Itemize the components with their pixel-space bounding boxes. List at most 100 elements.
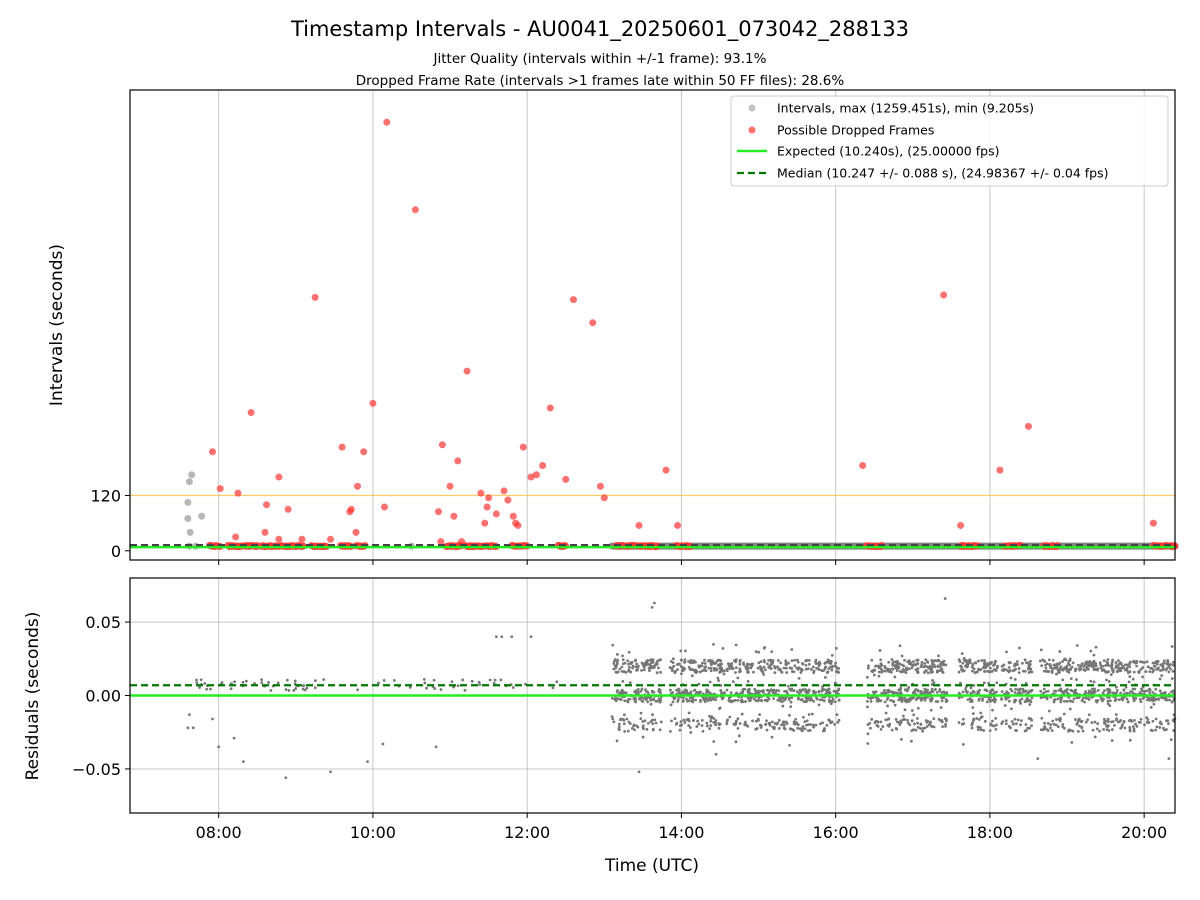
residual-point bbox=[926, 665, 930, 669]
residual-point bbox=[879, 720, 883, 724]
residual-point bbox=[964, 664, 967, 668]
residual-point bbox=[1036, 757, 1040, 761]
residual-point bbox=[1102, 659, 1106, 663]
dropped-frame-point bbox=[438, 441, 446, 449]
residual-point bbox=[763, 698, 767, 702]
residual-point bbox=[810, 667, 813, 671]
residual-point bbox=[827, 687, 831, 691]
residual-point bbox=[618, 667, 622, 671]
residual-point bbox=[1126, 700, 1130, 704]
residual-point bbox=[1002, 667, 1006, 671]
residual-point bbox=[919, 689, 923, 693]
residual-point bbox=[366, 760, 369, 763]
residual-point bbox=[960, 668, 963, 671]
residual-point bbox=[709, 661, 713, 665]
residual-point bbox=[1146, 665, 1150, 669]
residual-point bbox=[729, 691, 733, 695]
residual-point bbox=[780, 700, 784, 704]
residual-point bbox=[1163, 691, 1167, 694]
residual-point bbox=[937, 659, 941, 663]
residual-point bbox=[867, 664, 870, 668]
residual-point bbox=[717, 679, 720, 682]
residual-point bbox=[1151, 690, 1155, 694]
residual-point bbox=[872, 673, 876, 677]
residual-point bbox=[685, 697, 688, 701]
residual-point bbox=[983, 670, 986, 673]
interval-point bbox=[198, 512, 206, 520]
residual-point bbox=[668, 688, 672, 692]
residual-point bbox=[821, 687, 824, 691]
residual-point bbox=[1158, 726, 1162, 729]
residual-point bbox=[879, 658, 883, 662]
residual-point bbox=[626, 700, 630, 704]
residual-point bbox=[957, 721, 961, 724]
residual-point bbox=[982, 681, 986, 685]
residual-point bbox=[766, 662, 769, 666]
residual-point bbox=[629, 670, 633, 674]
residual-point bbox=[727, 696, 731, 700]
residual-point bbox=[767, 658, 770, 662]
residual-point bbox=[736, 676, 740, 680]
residual-point bbox=[634, 697, 638, 700]
residual-point bbox=[1132, 727, 1136, 731]
residual-point bbox=[302, 684, 306, 687]
dropped-frame-point bbox=[509, 512, 517, 520]
residual-point bbox=[1014, 667, 1017, 671]
residual-point bbox=[645, 727, 649, 731]
residual-point bbox=[1139, 700, 1143, 704]
residual-point bbox=[957, 670, 961, 674]
residual-point bbox=[823, 727, 826, 730]
dropped-frame-point bbox=[352, 528, 360, 536]
residual-point bbox=[640, 687, 644, 691]
residual-point bbox=[909, 698, 913, 701]
residual-point bbox=[1007, 661, 1011, 665]
residual-point bbox=[670, 719, 673, 723]
dropped-frame-point bbox=[263, 501, 271, 509]
dropped-frame-point bbox=[562, 475, 570, 483]
residual-point bbox=[877, 674, 881, 678]
residual-point bbox=[651, 722, 655, 725]
residual-point bbox=[651, 658, 655, 662]
residual-point bbox=[1065, 688, 1069, 691]
residual-point bbox=[625, 717, 629, 721]
residual-point bbox=[994, 717, 998, 720]
residual-point bbox=[764, 668, 767, 672]
dropped-frame-point bbox=[381, 503, 389, 511]
residual-point bbox=[1128, 691, 1131, 695]
residual-point bbox=[906, 660, 910, 663]
residual-point bbox=[640, 668, 643, 672]
residual-point bbox=[377, 681, 380, 685]
residual-point bbox=[834, 692, 838, 695]
residual-point bbox=[1026, 661, 1030, 665]
residual-point bbox=[680, 672, 683, 676]
residual-point bbox=[622, 722, 626, 726]
residual-point bbox=[381, 742, 385, 746]
residual-point bbox=[823, 676, 827, 679]
residual-point bbox=[762, 673, 766, 676]
residual-point bbox=[833, 700, 837, 704]
residual-point bbox=[930, 697, 934, 700]
residual-point bbox=[1010, 707, 1013, 711]
dropped-frame-point bbox=[481, 519, 489, 527]
residual-point bbox=[740, 700, 743, 704]
residual-point bbox=[1008, 669, 1012, 672]
residual-point bbox=[886, 667, 890, 671]
residual-point bbox=[976, 690, 980, 694]
residual-point bbox=[815, 696, 818, 700]
residual-point bbox=[910, 739, 913, 743]
residual-point bbox=[1092, 653, 1096, 657]
residual-point bbox=[1143, 690, 1147, 693]
residual-point bbox=[322, 678, 326, 681]
residual-point bbox=[870, 717, 874, 721]
residual-point bbox=[456, 684, 460, 688]
residual-point bbox=[1128, 729, 1132, 733]
residual-point bbox=[1126, 671, 1130, 675]
dropped-frame-point bbox=[957, 521, 965, 529]
residual-point bbox=[828, 719, 832, 723]
residual-point bbox=[653, 718, 657, 722]
residual-point bbox=[965, 659, 969, 662]
chart-subtitle-line-1: Jitter Quality (intervals within +/-1 fr… bbox=[433, 51, 767, 67]
residual-point bbox=[622, 713, 626, 717]
residual-point bbox=[993, 700, 997, 704]
residual-point bbox=[938, 663, 942, 666]
